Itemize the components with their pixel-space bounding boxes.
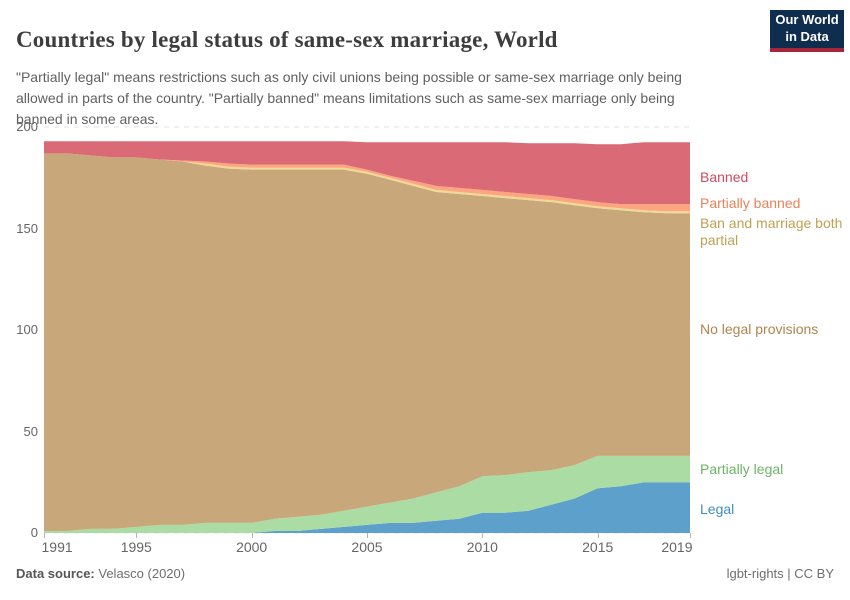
chart-subtitle: "Partially legal" means restrictions suc… (16, 69, 682, 127)
data-source: Data source: Velasco (2020) (16, 566, 185, 581)
y-tick-label: 50 (23, 423, 38, 439)
area-banned[interactable] (44, 141, 690, 205)
series-label-partially_banned: Partially banned (700, 195, 801, 211)
area-no_legal_provisions[interactable] (44, 153, 690, 531)
data-source-value: Velasco (2020) (98, 566, 186, 581)
stacked-area-chart[interactable] (44, 126, 690, 534)
y-tick-label: 0 (30, 525, 38, 540)
x-tick-label: 2015 (582, 539, 614, 555)
x-tick-mark (251, 533, 253, 538)
y-tick-label: 150 (16, 220, 38, 236)
series-label-banned: Banned (700, 169, 749, 185)
y-tick-label: 200 (16, 119, 38, 134)
x-tick-mark (482, 533, 484, 538)
x-tick-mark (597, 533, 599, 538)
y-tick-label: 100 (16, 322, 38, 337)
series-label-legal: Legal (700, 501, 735, 517)
x-tick-label: 2010 (466, 539, 498, 555)
owid-logo[interactable]: Our World in Data (770, 10, 844, 52)
area-partially_legal[interactable] (44, 455, 690, 533)
x-tick-mark (690, 533, 691, 538)
x-tick-mark (44, 533, 45, 538)
owid-logo-line2: in Data (785, 28, 829, 44)
series-label-partially_legal: Partially legal (700, 461, 784, 477)
x-tick-label: 1995 (120, 539, 152, 555)
series-label-ban_marriage_both_partial: Ban and marriage both partial (700, 215, 843, 248)
owid-logo-line1: Our World (775, 12, 839, 27)
x-tick-label: 2000 (236, 539, 268, 555)
area-partially_banned[interactable] (44, 153, 690, 212)
area-legal[interactable] (44, 482, 690, 533)
chart-footer: Data source: Velasco (2020) lgbt-rights … (16, 566, 834, 581)
x-tick-mark (367, 533, 368, 538)
area-ban_marriage_both_partial[interactable] (44, 153, 690, 214)
series-label-no_legal_provisions: No legal provisions (700, 321, 819, 337)
x-tick-label: 2019 (661, 539, 693, 555)
x-tick-mark (136, 533, 138, 538)
license-note: lgbt-rights | CC BY (726, 566, 834, 581)
page-title: Countries by legal status of same-sex ma… (16, 27, 558, 53)
x-tick-label: 2005 (351, 539, 383, 555)
data-source-label: Data source: (16, 566, 95, 581)
x-tick-label: 1991 (41, 539, 73, 555)
